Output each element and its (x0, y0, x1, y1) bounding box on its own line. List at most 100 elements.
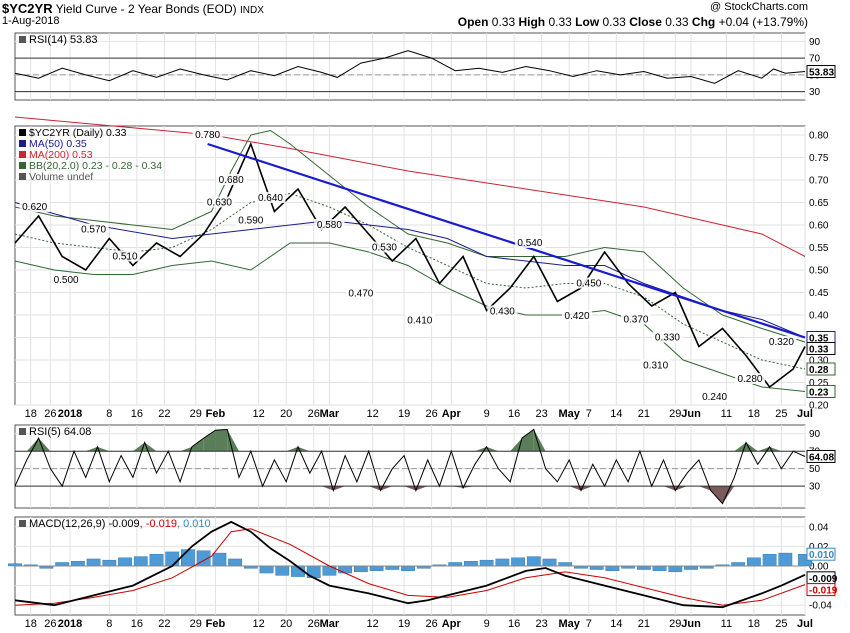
rsi14-ytick-label: 30 (809, 87, 821, 98)
price-annotation: 0.330 (655, 333, 680, 344)
rsi5-overbought-fill (734, 442, 747, 452)
macd-histogram-bar (338, 565, 353, 574)
price-annotation: 0.420 (565, 311, 590, 322)
annotation-bg (573, 277, 604, 289)
ticker-exchange: INDX (240, 5, 264, 16)
rsi14-ytick-label: 90 (809, 37, 821, 48)
x-tick-label: Jun (681, 408, 701, 420)
macd-histogram-bar (102, 559, 117, 567)
x-tick-label: 20 (280, 408, 292, 420)
macd-histogram-bar (589, 565, 604, 570)
annotation-bg (51, 274, 82, 285)
ohlc-low: Low 0.33 (575, 15, 626, 29)
price-legend-swatch (19, 140, 26, 147)
price-annotation: 0.780 (195, 130, 220, 141)
price-legend-swatch (19, 151, 26, 158)
x-tick-label: 26 (44, 618, 56, 630)
x-tick-label: 22 (158, 618, 170, 630)
x-tick-label: Feb (206, 408, 226, 420)
x-tick-label: 12 (367, 618, 379, 630)
x-tick-label: 29 (669, 408, 681, 420)
price-ytick-label: 0.65 (809, 198, 829, 209)
macd-histogram-bar (558, 562, 573, 567)
macd-ytick-label: 0.04 (809, 522, 829, 533)
macd-line (14, 520, 806, 609)
rsi5-ytick-label: 90 (809, 429, 821, 440)
price-ytick-label: 0.40 (809, 311, 829, 322)
price-last-3-tag-box (806, 385, 836, 398)
x-tick-label: 7 (586, 618, 592, 630)
price-annotation: 0.240 (702, 392, 727, 403)
price-annotation: 0.310 (643, 361, 668, 372)
x-tick-label: 7 (586, 408, 592, 420)
x-tick-label: 29 (190, 408, 202, 420)
ohlc-chg: Chg +0.04 (+13.79%) (691, 15, 808, 29)
rsi5-overbought-fill (26, 438, 39, 452)
x-tick-label: 9 (484, 408, 490, 420)
x-tick-label: 19 (398, 408, 410, 420)
x-tick-label: 16 (508, 408, 520, 420)
price-last-0-tag-label: 0.35 (809, 334, 829, 345)
price-annotation: 0.530 (372, 243, 397, 254)
price-legend-swatch (19, 129, 26, 136)
price-ytick-label: 0.70 (809, 176, 829, 187)
macd-histogram-bar (181, 549, 195, 567)
price-legend-item: BB(20,2.0) 0.23 - 0.28 - 0.34 (29, 160, 162, 172)
rsi5-overbought-fill (132, 442, 145, 452)
trendline (207, 142, 806, 339)
price-annotation: 0.570 (81, 225, 106, 236)
macd-legend-value: , 0.010 (177, 518, 211, 530)
macd-histogram-bar (133, 556, 148, 567)
annotation-bg (404, 314, 435, 326)
x-tick-label: 26 (308, 408, 320, 420)
macd-histogram-bar (275, 565, 290, 576)
x-tick-label: Jul (797, 408, 813, 420)
rsi14-legend-swatch (19, 36, 26, 43)
rsi5-overbought-fill (180, 446, 192, 452)
annotation-bg (255, 192, 286, 203)
price-annotation: 0.470 (348, 289, 373, 300)
price-legend-item: MA(200) 0.53 (29, 149, 93, 161)
annotation-bg (699, 391, 730, 402)
price-ytick-label: 0.55 (809, 243, 829, 254)
price-ytick-label: 0.25 (809, 378, 829, 389)
ohlc-close: Close 0.33 (629, 15, 689, 29)
annotation-bg (78, 223, 109, 235)
macd-histogram-bar (762, 554, 777, 567)
price-annotation: 0.540 (517, 238, 542, 249)
rsi5-overbought-fill (85, 446, 98, 452)
price-legend-item: MA(50) 0.35 (29, 138, 87, 150)
x-tick-label: 12 (367, 408, 379, 420)
rsi5-overbought-fill (38, 438, 51, 452)
macd-histogram-bar (668, 565, 683, 573)
annotation-bg (345, 287, 376, 299)
rsi5-frame (14, 424, 806, 509)
macd-last-1-tag-label: -0.009 (809, 574, 838, 585)
x-tick-label: Jul (797, 618, 813, 630)
rsi14-legend: RSI(14) 53.83 (29, 34, 97, 46)
x-tick-label: 29 (669, 618, 681, 630)
price-annotation: 0.590 (238, 216, 263, 227)
ohlc-readout: Open 0.33 High 0.33 Low 0.33 Close 0.33 … (458, 15, 808, 29)
macd-legend: MACD(12,26,9) -0.009, -0.019, 0.010 (29, 518, 211, 530)
annotation-bg (620, 313, 651, 325)
price-last-1-tag-label: 0.33 (809, 345, 829, 356)
macd-histogram-bar (322, 565, 337, 576)
price-annotation: 0.620 (22, 202, 47, 213)
rsi5-ytick-label: 50 (809, 464, 821, 475)
annotation-bg (314, 219, 345, 230)
rsi5-oversold-fill (698, 486, 711, 491)
rsi14-last-tag-label: 53.83 (809, 68, 834, 79)
rsi5-oversold-fill (415, 486, 428, 491)
annotation-bg (652, 331, 683, 343)
x-tick-label: 18 (25, 618, 37, 630)
price-last-3-tag-label: 0.23 (809, 388, 829, 399)
price-annotation: 0.500 (54, 275, 79, 286)
rsi5-overbought-fill (97, 446, 110, 452)
annotation-bg (369, 241, 400, 253)
rsi5-overbought-fill (203, 430, 216, 452)
rsi14-line (14, 50, 806, 84)
price-annotation: 0.280 (737, 374, 762, 385)
rsi5-overbought-fill (757, 446, 770, 452)
macd-histogram-bar (511, 557, 525, 567)
